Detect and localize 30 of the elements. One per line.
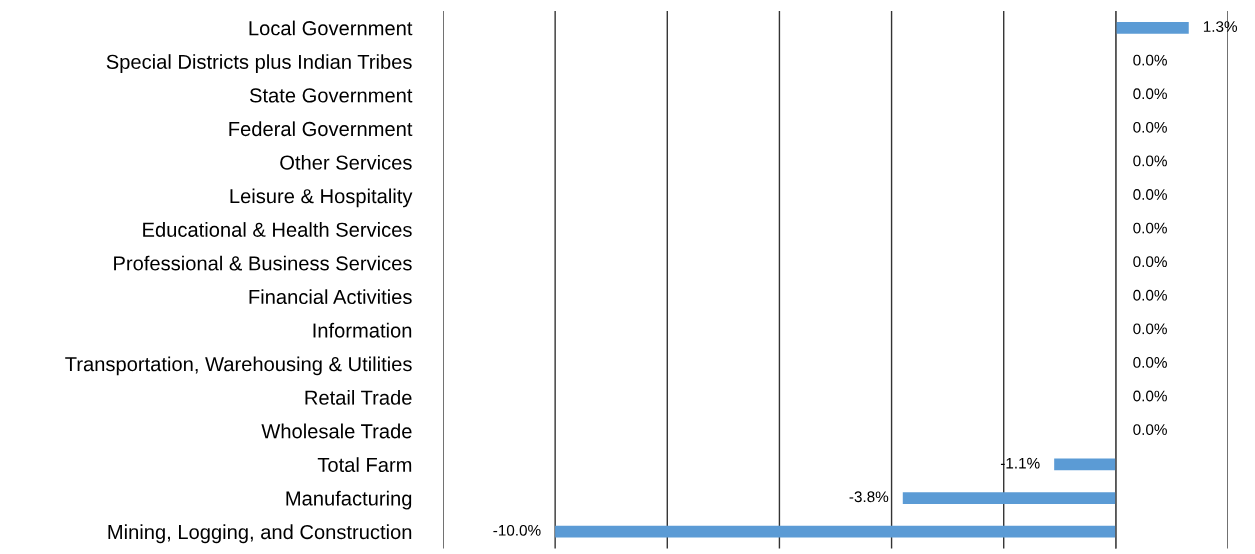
data-label: 0.0% — [1133, 323, 1167, 335]
y-tick-label: Special Districts plus Indian Tribes — [106, 54, 412, 73]
y-tick-label: Financial Activities — [249, 289, 412, 305]
y-tick-label: Educational & Health Services — [143, 222, 412, 237]
y-tick-label: Information — [313, 322, 412, 338]
y-tick-label: Transportation, Warehousing & Utilities — [65, 356, 412, 376]
data-label: -10.0% — [493, 524, 541, 536]
y-tick-label: Federal Government — [229, 121, 413, 137]
y-tick-label: State Government — [249, 88, 413, 103]
y-tick-label: Professional & Business Services — [114, 255, 412, 271]
y-tick-label: Mining, Logging, and Construction — [108, 524, 412, 544]
data-label: -3.8% — [849, 491, 889, 503]
y-tick-label: Retail Trade — [305, 390, 412, 405]
data-label: 0.0% — [1133, 121, 1167, 133]
y-tick-label: Leisure & Hospitality — [230, 188, 413, 208]
data-label: 0.0% — [1133, 357, 1167, 368]
data-label: 0.0% — [1133, 390, 1167, 402]
y-tick-label: Wholesale Trade — [261, 423, 412, 439]
data-label: 0.0% — [1133, 222, 1167, 234]
data-label: 0.0% — [1133, 54, 1167, 66]
y-tick-label: Other Services — [280, 154, 412, 170]
data-label: 0.0% — [1133, 289, 1167, 301]
y-tick-label: Local Government — [249, 20, 413, 36]
data-label: 0.0% — [1133, 189, 1167, 200]
data-label: 0.0% — [1133, 256, 1167, 268]
data-label: 0.0% — [1133, 88, 1167, 100]
data-label: 0.0% — [1133, 424, 1167, 436]
y-tick-label: Total Farm — [317, 457, 412, 472]
data-label: 0.0% — [1133, 155, 1167, 167]
y-tick-label: Manufacturing — [286, 490, 412, 510]
